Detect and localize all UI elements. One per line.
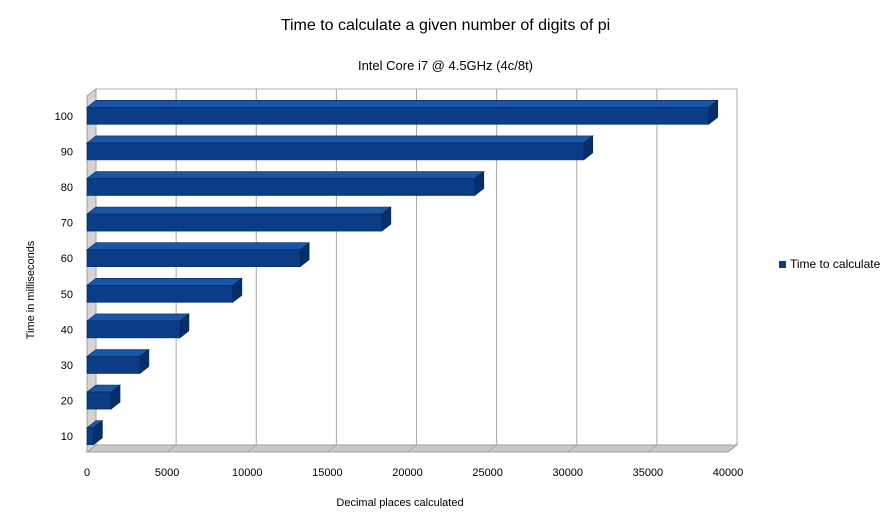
y-tick-label: 20 [61, 396, 73, 408]
legend-label: Time to calculate [790, 257, 880, 271]
x-tick-label: 35000 [633, 467, 664, 479]
y-tick-label: 100 [55, 111, 73, 123]
y-tick-label: 50 [61, 289, 73, 301]
y-tick-label: 80 [61, 182, 73, 194]
x-tick-label: 30000 [552, 467, 583, 479]
y-tick-label: 60 [61, 253, 73, 265]
bar [87, 285, 233, 302]
y-tick-label: 70 [61, 218, 73, 230]
x-tick-label: 5000 [155, 467, 179, 479]
bar-top [87, 278, 242, 285]
y-tick-label: 10 [61, 431, 73, 443]
legend: Time to calculate [779, 257, 880, 271]
bar [87, 214, 382, 231]
bar [87, 143, 584, 160]
bar-top [87, 314, 189, 321]
x-tick-label: 25000 [472, 467, 503, 479]
x-tick-label: 20000 [392, 467, 423, 479]
x-tick-label: 0 [84, 467, 90, 479]
bar [87, 392, 111, 409]
x-tick-label: 40000 [713, 467, 744, 479]
y-tick-label: 40 [61, 324, 73, 336]
bar [87, 250, 300, 267]
bar [87, 357, 140, 374]
bar-top [87, 172, 484, 179]
bar [87, 179, 475, 196]
bar [87, 428, 93, 445]
x-tick-label: 10000 [232, 467, 263, 479]
bar-top [87, 350, 149, 357]
bar [87, 107, 709, 124]
x-tick-label: 15000 [312, 467, 343, 479]
legend-swatch [779, 261, 786, 268]
bar-top [87, 243, 309, 250]
bar-top [87, 207, 391, 214]
bar [87, 321, 180, 338]
bar-top [87, 136, 593, 143]
bar-top [87, 100, 718, 107]
y-tick-label: 30 [61, 360, 73, 372]
y-tick-label: 90 [61, 146, 73, 158]
